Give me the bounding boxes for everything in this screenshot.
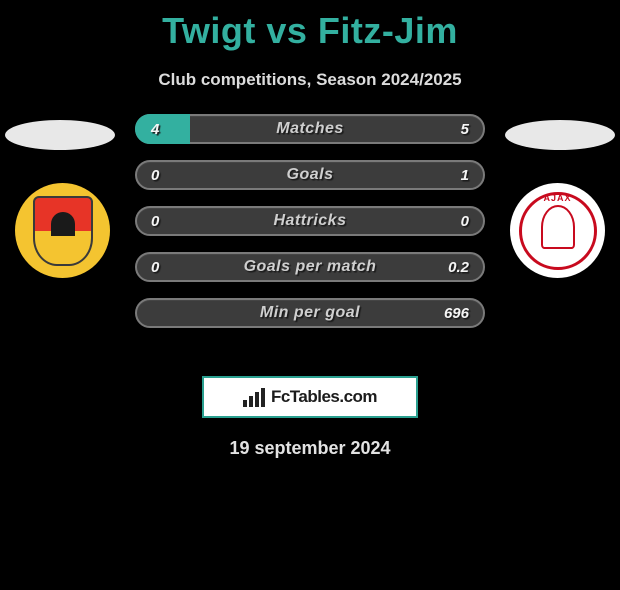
stat-label: Min per goal bbox=[137, 304, 483, 322]
stat-row: Min per goal696 bbox=[135, 298, 485, 328]
player-right-oval bbox=[505, 120, 615, 150]
club-badge-right bbox=[510, 183, 605, 278]
stat-label: Goals per match bbox=[137, 258, 483, 276]
player-left-oval bbox=[5, 120, 115, 150]
stat-label: Matches bbox=[137, 120, 483, 138]
brand-bars-icon bbox=[243, 388, 265, 407]
stat-label: Hattricks bbox=[137, 212, 483, 230]
page-title: Twigt vs Fitz-Jim bbox=[0, 10, 620, 52]
stat-row: 0Goals1 bbox=[135, 160, 485, 190]
club-badge-left bbox=[15, 183, 110, 278]
subtitle: Club competitions, Season 2024/2025 bbox=[0, 70, 620, 90]
brand-box: FcTables.com bbox=[202, 376, 418, 418]
stat-row: 0Hattricks0 bbox=[135, 206, 485, 236]
stat-value-right: 5 bbox=[461, 121, 469, 138]
comparison-panel: 4Matches50Goals10Hattricks00Goals per ma… bbox=[0, 120, 620, 370]
ajax-crest-icon bbox=[519, 192, 597, 270]
stat-row: 4Matches5 bbox=[135, 114, 485, 144]
brand-text: FcTables.com bbox=[271, 387, 377, 407]
date-text: 19 september 2024 bbox=[0, 438, 620, 459]
stat-value-right: 0 bbox=[461, 213, 469, 230]
stat-label: Goals bbox=[137, 166, 483, 184]
stats-list: 4Matches50Goals10Hattricks00Goals per ma… bbox=[135, 114, 485, 344]
stat-value-right: 0.2 bbox=[448, 259, 469, 276]
stat-value-right: 1 bbox=[461, 167, 469, 184]
stat-row: 0Goals per match0.2 bbox=[135, 252, 485, 282]
go-ahead-eagles-crest-icon bbox=[33, 196, 93, 266]
stat-value-right: 696 bbox=[444, 305, 469, 322]
